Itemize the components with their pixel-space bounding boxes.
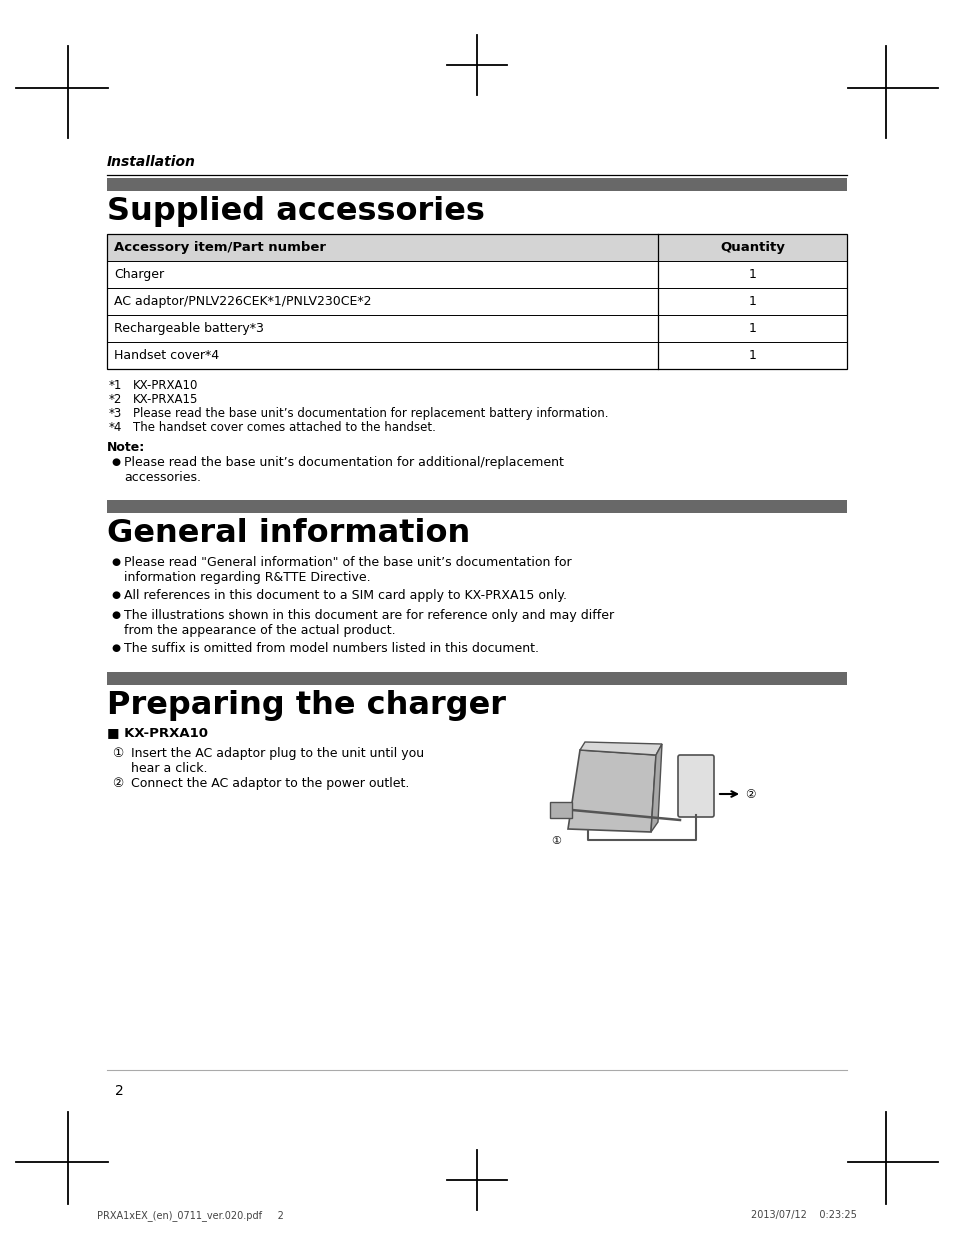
Text: ①: ① xyxy=(551,836,560,846)
Text: ●: ● xyxy=(111,557,120,567)
Text: Rechargeable battery*3: Rechargeable battery*3 xyxy=(113,322,264,335)
Text: Installation: Installation xyxy=(107,155,195,169)
Text: Note:: Note: xyxy=(107,442,145,454)
Text: Accessory item/Part number: Accessory item/Part number xyxy=(113,241,326,254)
Bar xyxy=(107,234,846,369)
Text: Please read "General information" of the base unit’s documentation for
informati: Please read "General information" of the… xyxy=(124,555,571,584)
Polygon shape xyxy=(567,750,656,833)
Bar xyxy=(107,500,846,513)
Text: ●: ● xyxy=(111,643,120,653)
Text: Quantity: Quantity xyxy=(720,241,784,254)
Text: KX-PRXA15: KX-PRXA15 xyxy=(132,393,198,406)
Text: ●: ● xyxy=(111,456,120,468)
Text: ②: ② xyxy=(112,777,123,790)
Text: ●: ● xyxy=(111,590,120,600)
Text: Connect the AC adaptor to the power outlet.: Connect the AC adaptor to the power outl… xyxy=(131,777,409,790)
Text: Insert the AC adaptor plug to the unit until you
hear a click.: Insert the AC adaptor plug to the unit u… xyxy=(131,747,424,776)
Text: *1: *1 xyxy=(109,379,122,392)
Text: *3: *3 xyxy=(109,407,122,421)
Polygon shape xyxy=(650,743,661,833)
Polygon shape xyxy=(579,742,661,755)
Text: Supplied accessories: Supplied accessories xyxy=(107,195,484,228)
Text: PRXA1xEX_(en)_0711_ver.020.pdf     2: PRXA1xEX_(en)_0711_ver.020.pdf 2 xyxy=(97,1210,284,1221)
Text: ①: ① xyxy=(112,747,123,760)
FancyBboxPatch shape xyxy=(678,755,713,816)
Text: AC adaptor/PNLV226CEK*1/PNLV230CE*2: AC adaptor/PNLV226CEK*1/PNLV230CE*2 xyxy=(113,294,371,308)
Text: Please read the base unit’s documentation for replacement battery information.: Please read the base unit’s documentatio… xyxy=(132,407,608,421)
Bar xyxy=(107,178,846,190)
Text: 1: 1 xyxy=(748,268,756,281)
Text: KX-PRXA10: KX-PRXA10 xyxy=(132,379,198,392)
Text: The suffix is omitted from model numbers listed in this document.: The suffix is omitted from model numbers… xyxy=(124,642,538,656)
Text: 1: 1 xyxy=(748,322,756,335)
Text: ②: ② xyxy=(744,788,755,800)
Text: 2: 2 xyxy=(115,1084,124,1098)
Text: 1: 1 xyxy=(748,349,756,362)
Text: 1: 1 xyxy=(748,294,756,308)
Text: General information: General information xyxy=(107,518,470,549)
Text: Charger: Charger xyxy=(113,268,164,281)
Text: Handset cover*4: Handset cover*4 xyxy=(113,349,219,362)
Bar xyxy=(107,672,846,685)
Bar xyxy=(550,802,572,818)
Text: *2: *2 xyxy=(109,393,122,406)
Text: ●: ● xyxy=(111,610,120,620)
Text: The illustrations shown in this document are for reference only and may differ
f: The illustrations shown in this document… xyxy=(124,609,614,637)
Text: Preparing the charger: Preparing the charger xyxy=(107,690,505,721)
Text: ■ KX-PRXA10: ■ KX-PRXA10 xyxy=(107,726,208,738)
Text: Please read the base unit’s documentation for additional/replacement
accessories: Please read the base unit’s documentatio… xyxy=(124,456,563,484)
Text: 2013/07/12    0:23:25: 2013/07/12 0:23:25 xyxy=(750,1210,856,1220)
Text: The handset cover comes attached to the handset.: The handset cover comes attached to the … xyxy=(132,421,436,434)
Text: *4: *4 xyxy=(109,421,122,434)
Text: All references in this document to a SIM card apply to KX-PRXA15 only.: All references in this document to a SIM… xyxy=(124,589,566,602)
Bar xyxy=(107,234,846,261)
